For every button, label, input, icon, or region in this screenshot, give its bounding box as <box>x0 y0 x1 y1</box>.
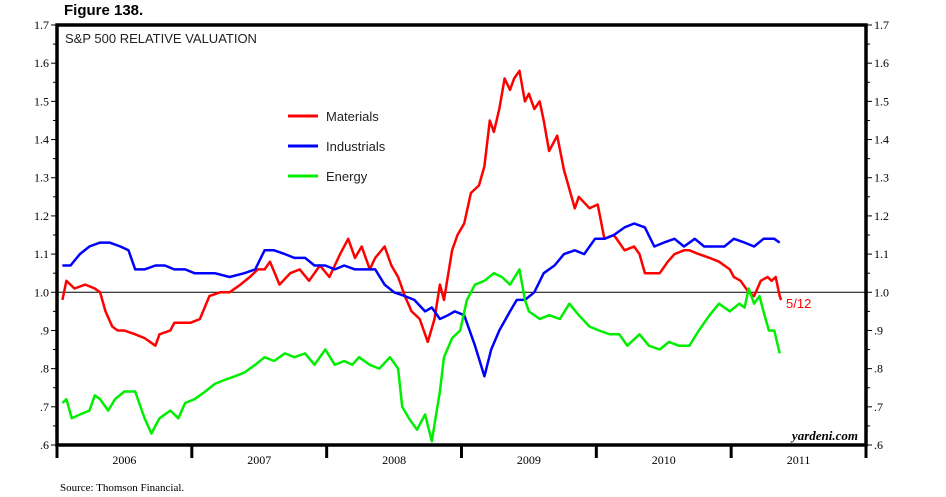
y-tick-label-left: .8 <box>40 362 49 376</box>
end-date-annotation: 5/12 <box>786 296 811 311</box>
y-tick-label-left: 1.6 <box>34 56 49 70</box>
watermark: yardeni.com <box>790 428 858 443</box>
legend-label: Materials <box>326 109 379 124</box>
figure-label: Figure 138. <box>64 2 143 19</box>
y-tick-label-right: 1.5 <box>874 94 889 108</box>
y-tick-label-left: 1.4 <box>34 133 49 147</box>
plot-frame <box>55 23 868 447</box>
y-tick-label-left: 1.7 <box>34 18 49 32</box>
y-tick-label-left: 1.0 <box>34 285 49 299</box>
series-lines <box>61 69 783 443</box>
y-tick-label-right: 1.7 <box>874 18 889 32</box>
y-tick-label-right: 1.0 <box>874 285 889 299</box>
x-tick-label: 2010 <box>652 453 676 467</box>
x-tick-label: 2009 <box>517 453 541 467</box>
y-tick-label-left: 1.5 <box>34 94 49 108</box>
y-tick-label-left: 1.2 <box>34 209 49 223</box>
y-tick-label-left: .6 <box>40 438 49 452</box>
y-tick-label-left: .9 <box>40 323 49 337</box>
y-tick-label-right: .6 <box>874 438 883 452</box>
y-tick-label-left: .7 <box>40 400 49 414</box>
source-note: Source: Thomson Financial. <box>60 482 184 494</box>
y-tick-label-right: 1.2 <box>874 209 889 223</box>
series-line-materials <box>61 69 783 347</box>
series-line-energy <box>61 268 781 443</box>
y-tick-label-right: 1.3 <box>874 171 889 185</box>
x-tick-label: 2007 <box>247 453 271 467</box>
y-tick-label-right: .7 <box>874 400 883 414</box>
legend-label: Industrials <box>326 139 386 154</box>
y-tick-label-right: .9 <box>874 323 883 337</box>
x-tick-label: 2006 <box>112 453 136 467</box>
series-line-industrials <box>62 222 781 378</box>
legend-label: Energy <box>326 169 368 184</box>
y-tick-label-left: 1.1 <box>34 247 49 261</box>
x-tick-label: 2011 <box>787 453 811 467</box>
y-tick-label-right: 1.6 <box>874 56 889 70</box>
y-tick-label-right: 1.1 <box>874 247 889 261</box>
y-tick-label-left: 1.3 <box>34 171 49 185</box>
y-tick-label-right: 1.4 <box>874 133 889 147</box>
axes: 1.7 1.7 1.6 1.6 1.5 1.5 1.4 1.4 1.3 1.3 1.2 1.2 1.1 1… <box>34 18 889 467</box>
y-tick-label-right: .8 <box>874 362 883 376</box>
legend: Materials Industrials Energy <box>288 109 386 184</box>
chart-title: S&P 500 RELATIVE VALUATION <box>65 31 257 46</box>
x-tick-label: 2008 <box>382 453 406 467</box>
